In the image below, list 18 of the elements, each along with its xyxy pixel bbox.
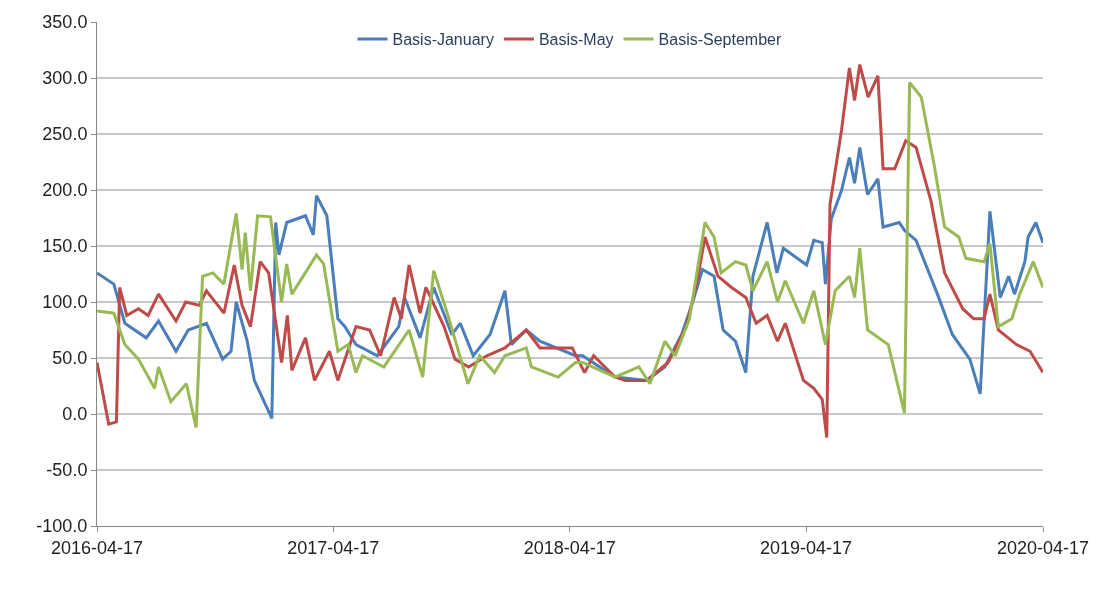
x-tick-label: 2017-04-17 — [287, 537, 380, 558]
legend-label: Basis-January — [392, 31, 494, 49]
y-tick-label: 0.0 — [62, 404, 88, 425]
y-tick-label: -100.0 — [36, 516, 88, 537]
legend-label: Basis-May — [538, 31, 614, 49]
y-tick-label: 300.0 — [42, 68, 88, 89]
y-tick-label: 350.0 — [42, 12, 88, 33]
x-tick-label: 2018-04-17 — [523, 537, 616, 558]
y-tick-label: 150.0 — [42, 236, 88, 257]
x-tick-label: 2020-04-17 — [996, 537, 1090, 558]
legend-label: Basis-September — [658, 31, 782, 49]
y-tick-label: 100.0 — [42, 292, 88, 313]
x-tick-label: 2019-04-17 — [759, 537, 853, 558]
y-tick-label: 50.0 — [52, 348, 88, 369]
y-tick-label: -50.0 — [46, 460, 88, 481]
x-tick-label: 2016-04-17 — [50, 537, 144, 558]
y-tick-label: 200.0 — [42, 180, 88, 201]
y-tick-label: 250.0 — [42, 124, 88, 145]
